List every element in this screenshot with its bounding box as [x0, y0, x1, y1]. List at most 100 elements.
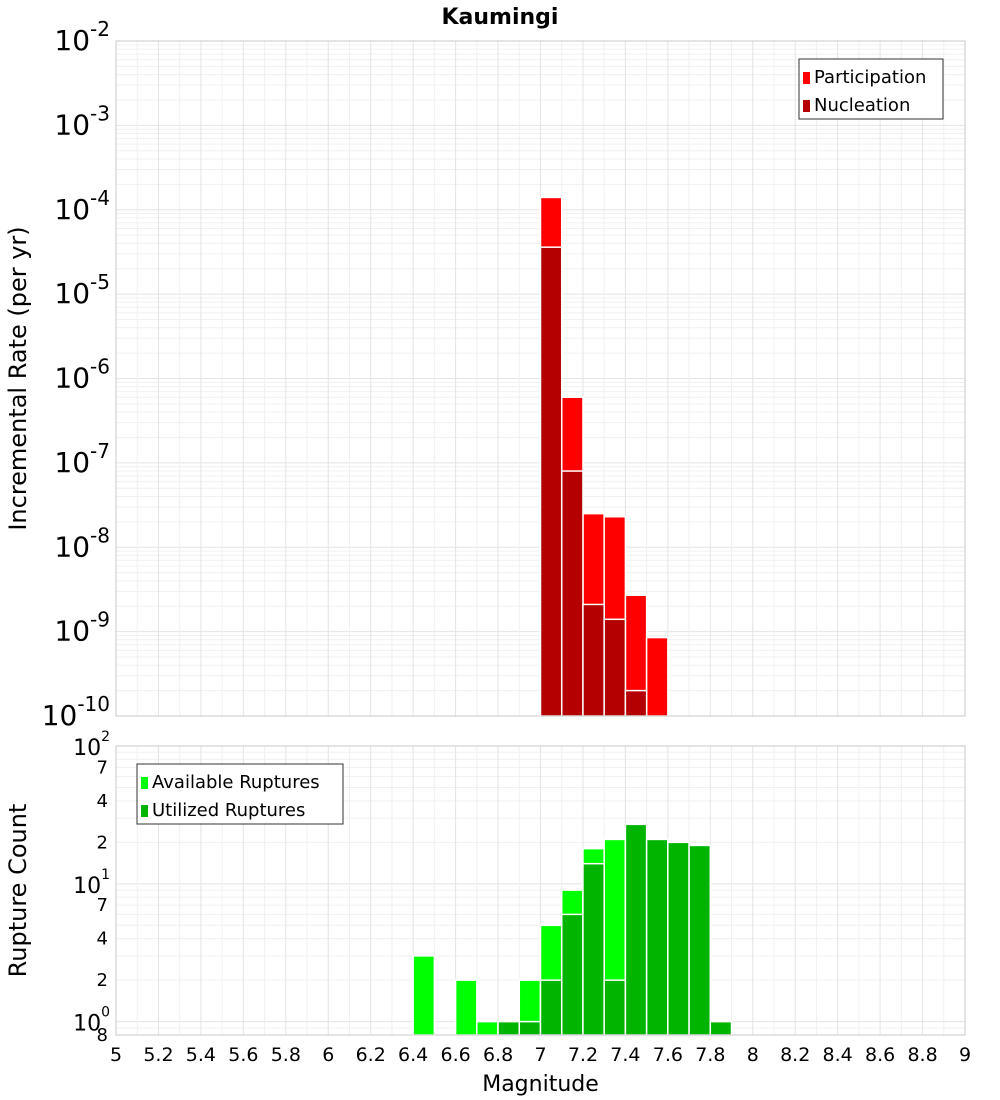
bar [624, 823, 648, 1036]
y-tick-base: 10 [54, 615, 90, 648]
incremental-rate-panel: 10-1010-910-810-710-610-510-410-310-2Inc… [4, 17, 966, 732]
x-tick-label: 7.2 [568, 1044, 598, 1066]
x-tick-label: 8.8 [907, 1044, 937, 1066]
legend-frame [136, 763, 344, 825]
y-tick-exp: 1 [101, 867, 110, 883]
x-tick-label: 9 [959, 1044, 971, 1066]
y-tick-base: 10 [54, 277, 90, 310]
bar [476, 1020, 499, 1036]
x-tick-label: 7 [534, 1044, 546, 1066]
x-tick-label: 6.4 [398, 1044, 428, 1066]
x-tick-label: 5 [110, 1044, 122, 1066]
y-tick-label: 10-8 [54, 523, 110, 563]
y-tick-label: 10-3 [54, 101, 110, 141]
x-tick-label: 6.8 [483, 1044, 513, 1066]
y-axis-label: Incremental Rate (per yr) [4, 226, 32, 530]
y-tick-base: 10 [73, 736, 101, 761]
x-tick-label: 8.6 [865, 1044, 895, 1066]
bar [539, 979, 563, 1036]
y-tick-exp: -3 [90, 101, 110, 125]
y-tick-label: 10-4 [54, 186, 110, 226]
chart-panels: 10-1010-910-810-710-610-510-410-310-2Inc… [4, 17, 971, 1097]
y-tick-exp: -9 [90, 608, 110, 632]
legend-label: Participation [814, 67, 926, 88]
x-tick-label: 5.2 [143, 1044, 173, 1066]
series-nucleation [539, 246, 648, 717]
legend-swatch [141, 805, 148, 817]
x-tick-label: 5.6 [228, 1044, 258, 1066]
y-tick-exp: -2 [90, 17, 110, 41]
y-tick-label: 7 [97, 895, 108, 916]
bar [624, 689, 648, 717]
y-tick-base: 10 [54, 108, 90, 141]
y-tick-label: 4 [97, 791, 108, 812]
x-tick-label: 7.8 [695, 1044, 725, 1066]
y-tick-label: 10-9 [54, 608, 110, 648]
legend: Available Ruptures Utilized Ruptures [136, 763, 344, 825]
bar [582, 603, 605, 717]
bar [688, 844, 712, 1036]
x-tick-label: 6.6 [440, 1044, 470, 1066]
legend-label: Nucleation [814, 95, 910, 116]
y-tick-base: 10 [54, 362, 90, 395]
bar [645, 636, 669, 717]
y-tick-label: 2 [97, 970, 108, 991]
y-axis-label: Rupture Count [4, 804, 32, 978]
y-tick-exp: -10 [77, 692, 110, 716]
legend-swatch [141, 777, 148, 789]
y-tick-label: 100 [73, 1005, 110, 1037]
y-tick-base: 10 [54, 446, 90, 479]
x-tick-label: 6.2 [356, 1044, 386, 1066]
y-tick-base: 10 [73, 1012, 101, 1037]
plot-frame [115, 745, 966, 1036]
x-axis-label: Magnitude [482, 1072, 599, 1097]
y-tick-label: 10-6 [54, 355, 110, 395]
bar [518, 1020, 542, 1036]
bar [412, 955, 436, 1036]
x-tick-label: 6 [322, 1044, 334, 1066]
y-tick-base: 10 [54, 530, 90, 563]
legend: Participation Nucleation [798, 58, 944, 120]
chart-title: Kaumingi [442, 5, 559, 30]
y-tick-label: 102 [73, 729, 110, 761]
y-tick-label: 101 [73, 867, 110, 899]
y-tick-base: 10 [54, 193, 90, 226]
y-tick-label: 4 [97, 929, 108, 950]
y-tick-exp: 2 [101, 729, 110, 745]
y-tick-label: 8 [97, 1025, 108, 1046]
bar [454, 979, 478, 1036]
bar [497, 1020, 521, 1036]
y-tick-exp: -8 [90, 523, 110, 547]
y-tick-exp: -4 [90, 186, 110, 210]
x-tick-label: 8.2 [780, 1044, 810, 1066]
bar [603, 979, 627, 1036]
legend-label: Available Ruptures [152, 772, 320, 793]
y-tick-label: 7 [97, 757, 108, 778]
bar [560, 913, 584, 1036]
y-tick-base: 10 [42, 699, 78, 732]
legend-frame [798, 58, 944, 120]
x-tick-label: 8 [747, 1044, 759, 1066]
x-tick-label: 5.4 [186, 1044, 216, 1066]
y-tick-exp: -7 [90, 439, 110, 463]
legend-swatch [803, 100, 810, 112]
legend-label: Utilized Ruptures [152, 800, 305, 821]
bar [603, 618, 627, 717]
y-tick-label: 10-2 [54, 17, 110, 57]
y-tick-label: 10-5 [54, 270, 110, 310]
y-tick-label: 2 [97, 832, 108, 853]
y-tick-exp: -5 [90, 270, 110, 294]
y-tick-label: 10-7 [54, 439, 110, 479]
bar [539, 246, 563, 717]
y-tick-base: 10 [54, 24, 90, 57]
x-tick-labels: 5 5.2 5.4 5.6 5.8 6 6.2 6.4 6.6 6.8 7 7.2 7.4 7.6 7.8 8… [110, 1044, 971, 1066]
y-tick-base: 10 [73, 874, 101, 899]
x-tick-label: 8.4 [823, 1044, 853, 1066]
bar [645, 838, 669, 1036]
x-tick-label: 7.6 [653, 1044, 683, 1066]
bar [560, 470, 584, 717]
